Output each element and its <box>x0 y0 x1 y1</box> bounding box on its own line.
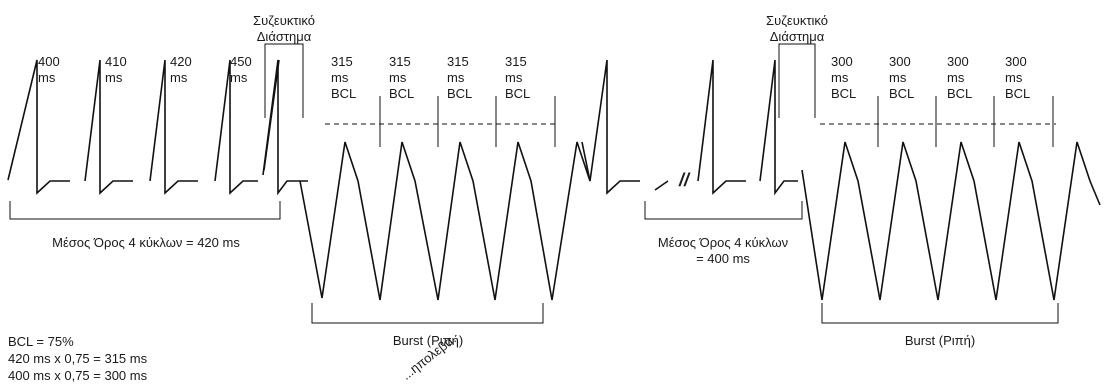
burst2-cycle-2-unit: ms <box>889 70 907 85</box>
burst1-cycle-4-tag: BCL <box>505 86 530 101</box>
interval-1-value: 400 <box>38 54 60 69</box>
average-label-2-line1: Μέσος Όρος 4 κύκλων <box>658 235 788 250</box>
burst-bracket-1 <box>311 303 544 324</box>
burst2-cycle-1-tag: BCL <box>831 86 856 101</box>
burst2-cycle-3-unit: ms <box>947 70 965 85</box>
burst1-cycle-markers: 315 ms BCL 315 ms BCL 315 ms BCL 315 ms … <box>325 54 556 147</box>
burst2-cycle-3-tag: BCL <box>947 86 972 101</box>
coupling-bracket-1 <box>264 43 304 118</box>
coupling-label-1-line1: Συζευκτικό <box>253 13 315 28</box>
interval-4-value: 450 <box>230 54 252 69</box>
burst2-cycle-3-value: 300 <box>947 54 969 69</box>
burst2-cycle-1-value: 300 <box>831 54 853 69</box>
burst1-cycle-1-unit: ms <box>331 70 349 85</box>
formula-notes: BCL = 75% 420 ms x 0,75 = 315 ms 400 ms … <box>8 334 148 383</box>
coupling-label-1-line2: Διάστημα <box>257 29 312 44</box>
interval-3-value: 420 <box>170 54 192 69</box>
burst-label-1: Burst (Ριπή) <box>393 333 463 348</box>
burst1-cycle-2-value: 315 <box>389 54 411 69</box>
interval-2-unit: ms <box>105 70 123 85</box>
average-label-2-line2: = 400 ms <box>696 251 750 266</box>
average-bracket-2 <box>644 201 803 220</box>
burst2-cycle-2-tag: BCL <box>889 86 914 101</box>
interval-1-unit: ms <box>38 70 56 85</box>
interval-3-unit: ms <box>170 70 188 85</box>
interval-4-unit: ms <box>230 70 248 85</box>
trace-ridge-left <box>263 59 591 182</box>
burst2-cycle-markers: 300 ms BCL 300 ms BCL 300 ms BCL 300 ms … <box>820 54 1056 147</box>
burst2-cycle-2-value: 300 <box>889 54 911 69</box>
interval-2-value: 410 <box>105 54 127 69</box>
trace-segment-left <box>7 59 1101 301</box>
burst1-cycle-2-tag: BCL <box>389 86 414 101</box>
coupling-label-2-line1: Συζευκτικό <box>766 13 828 28</box>
burst1-cycle-3-tag: BCL <box>447 86 472 101</box>
formula-line-2: 420 ms x 0,75 = 315 ms <box>8 351 148 366</box>
burst1-cycle-3-unit: ms <box>447 70 465 85</box>
burst1-cycle-1-value: 315 <box>331 54 353 69</box>
burst1-cycle-4-value: 315 <box>505 54 527 69</box>
burst1-cycle-1-tag: BCL <box>331 86 356 101</box>
burst1-cycle-3-value: 315 <box>447 54 469 69</box>
burst1-cycle-4-unit: ms <box>505 70 523 85</box>
burst-bracket-2 <box>821 303 1059 324</box>
burst-label-2: Burst (Ριπή) <box>905 333 975 348</box>
average-bracket-1 <box>9 201 281 220</box>
burst1-dividers <box>379 96 556 147</box>
formula-line-1: BCL = 75% <box>8 334 74 349</box>
coupling-label-2-line2: Διάστημα <box>770 29 825 44</box>
ecg-trace <box>7 59 1101 301</box>
baseline-intervals: 400 ms 410 ms 420 ms 450 ms <box>38 54 252 85</box>
burst2-cycle-4-unit: ms <box>1005 70 1023 85</box>
burst2-cycle-4-value: 300 <box>1005 54 1027 69</box>
burst2-dividers <box>877 96 1054 147</box>
break-mark: // <box>678 170 691 190</box>
burst2-cycle-4-tag: BCL <box>1005 86 1030 101</box>
formula-line-3: 400 ms x 0,75 = 300 ms <box>8 368 148 383</box>
average-label-1: Μέσος Όρος 4 κύκλων = 420 ms <box>52 235 240 250</box>
burst1-cycle-2-unit: ms <box>389 70 407 85</box>
coupling-bracket-2 <box>778 43 816 118</box>
burst2-cycle-1-unit: ms <box>831 70 849 85</box>
